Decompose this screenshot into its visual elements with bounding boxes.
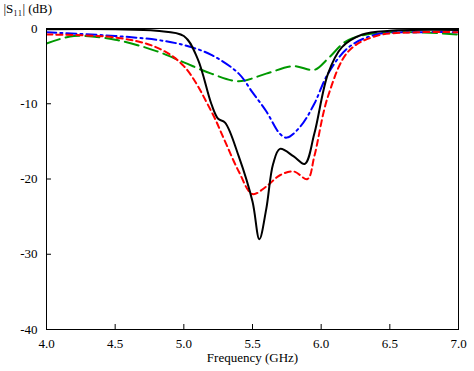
svg-text:-10: -10: [20, 96, 37, 111]
svg-text:-30: -30: [20, 246, 37, 261]
svg-text:6.0: 6.0: [313, 336, 329, 351]
svg-text:5.5: 5.5: [244, 336, 260, 351]
svg-text:Frequency (GHz): Frequency (GHz): [207, 350, 298, 365]
svg-text:0: 0: [31, 21, 38, 36]
svg-text:7.0: 7.0: [450, 336, 466, 351]
svg-text:-40: -40: [20, 322, 37, 337]
svg-text:-20: -20: [20, 171, 37, 186]
svg-text:|S₁₁| (dB): |S₁₁| (dB): [4, 1, 53, 16]
svg-text:4.5: 4.5: [107, 336, 123, 351]
svg-text:6.5: 6.5: [382, 336, 398, 351]
svg-text:4.0: 4.0: [38, 336, 54, 351]
svg-text:5.0: 5.0: [176, 336, 192, 351]
